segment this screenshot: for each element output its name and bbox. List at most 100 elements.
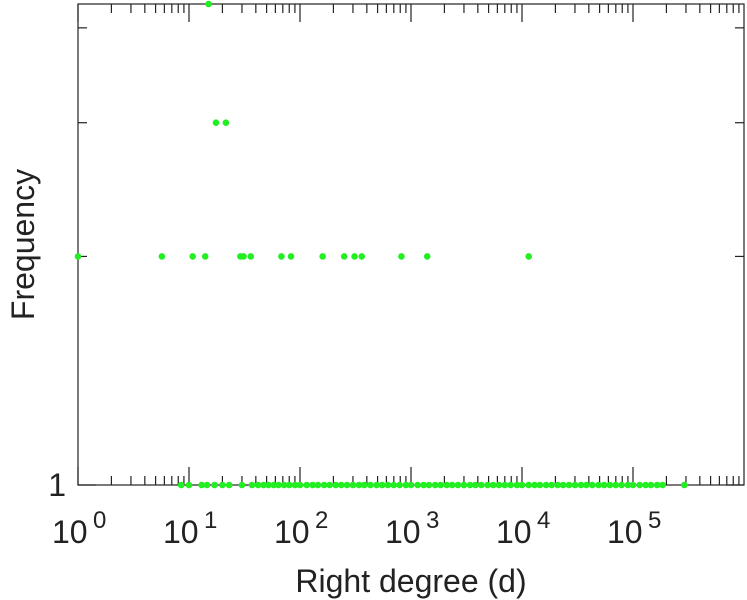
data-point	[177, 481, 185, 489]
data-point	[337, 481, 345, 489]
data-point	[254, 481, 262, 489]
data-point	[211, 481, 218, 489]
data-point	[525, 253, 533, 260]
data-point	[349, 481, 357, 489]
data-point	[198, 481, 205, 489]
data-point	[205, 0, 212, 8]
x-tick-label-exponent: 5	[648, 507, 661, 534]
data-point	[314, 481, 322, 489]
data-point	[287, 253, 295, 260]
y-axis-tick-labels: 1	[48, 467, 66, 503]
data-point	[501, 481, 509, 489]
data-point	[454, 481, 462, 489]
x-tick-label: 10 2	[274, 507, 328, 550]
data-point	[351, 253, 358, 260]
data-point	[489, 481, 497, 489]
data-point	[212, 119, 220, 127]
data-point	[583, 481, 590, 489]
data-point	[373, 481, 380, 489]
data-point	[531, 481, 538, 489]
data-point	[270, 481, 278, 489]
x-tick-label-exponent: 4	[537, 507, 550, 534]
data-points	[74, 0, 688, 489]
data-point	[554, 481, 562, 489]
data-point	[343, 481, 351, 489]
y-tick-label: 1	[48, 467, 66, 503]
data-point	[513, 481, 521, 489]
data-point	[278, 253, 285, 260]
data-point	[653, 481, 661, 489]
data-point	[612, 481, 620, 489]
data-point	[448, 481, 456, 489]
data-point	[518, 481, 526, 489]
data-point	[423, 253, 431, 260]
x-tick-label-exponent: 3	[426, 507, 439, 534]
data-point	[484, 481, 491, 489]
data-point	[624, 481, 632, 489]
data-point	[303, 481, 311, 489]
data-point	[571, 481, 579, 489]
x-tick-label: 10 0	[52, 507, 106, 550]
x-tick-label-base: 10	[385, 514, 421, 550]
y-axis-title: Frequency	[5, 169, 41, 320]
data-point	[600, 481, 608, 489]
data-point	[472, 481, 479, 489]
data-point	[247, 253, 255, 260]
data-point	[548, 481, 555, 489]
x-tick-label: 10 5	[607, 507, 661, 550]
data-point	[414, 481, 422, 489]
x-tick-label-base: 10	[496, 514, 532, 550]
data-point	[280, 481, 288, 489]
data-point	[296, 481, 304, 489]
data-point	[420, 481, 427, 489]
data-point	[390, 481, 398, 489]
data-point	[478, 481, 485, 489]
data-point	[238, 481, 246, 489]
data-point	[158, 253, 166, 260]
data-point	[606, 481, 614, 489]
data-point	[248, 481, 256, 489]
data-point	[407, 481, 415, 489]
x-tick-label-base: 10	[52, 514, 88, 550]
data-point	[367, 481, 374, 489]
data-point	[636, 481, 644, 489]
x-tick-label: 10 3	[385, 507, 439, 550]
data-point	[559, 481, 567, 489]
data-point	[398, 253, 405, 260]
data-point	[431, 481, 439, 489]
data-point	[74, 253, 82, 260]
data-point	[595, 481, 602, 489]
data-point	[309, 481, 316, 489]
data-point	[443, 481, 451, 489]
data-point	[495, 481, 503, 489]
data-point	[681, 481, 688, 489]
data-point	[340, 253, 348, 260]
data-point	[642, 481, 649, 489]
data-point	[536, 481, 544, 489]
data-point	[203, 481, 211, 489]
data-point	[260, 481, 267, 489]
data-point	[332, 481, 340, 489]
data-point	[659, 481, 666, 489]
data-point	[320, 481, 328, 489]
data-point	[618, 481, 625, 489]
data-point	[466, 481, 474, 489]
x-tick-label-exponent: 2	[315, 507, 328, 534]
x-axis-ticks	[77, 4, 740, 485]
data-point	[396, 481, 403, 489]
data-point	[437, 481, 444, 489]
data-point	[460, 481, 468, 489]
data-point	[507, 481, 514, 489]
data-point	[629, 481, 637, 489]
data-point	[425, 481, 433, 489]
data-point	[240, 253, 247, 260]
data-point	[219, 481, 226, 489]
data-point	[355, 481, 363, 489]
x-tick-label: 10 1	[163, 507, 217, 550]
data-point	[542, 481, 550, 489]
data-point	[589, 481, 596, 489]
x-tick-label: 10 4	[496, 507, 550, 550]
data-point	[265, 481, 272, 489]
data-point	[384, 481, 392, 489]
